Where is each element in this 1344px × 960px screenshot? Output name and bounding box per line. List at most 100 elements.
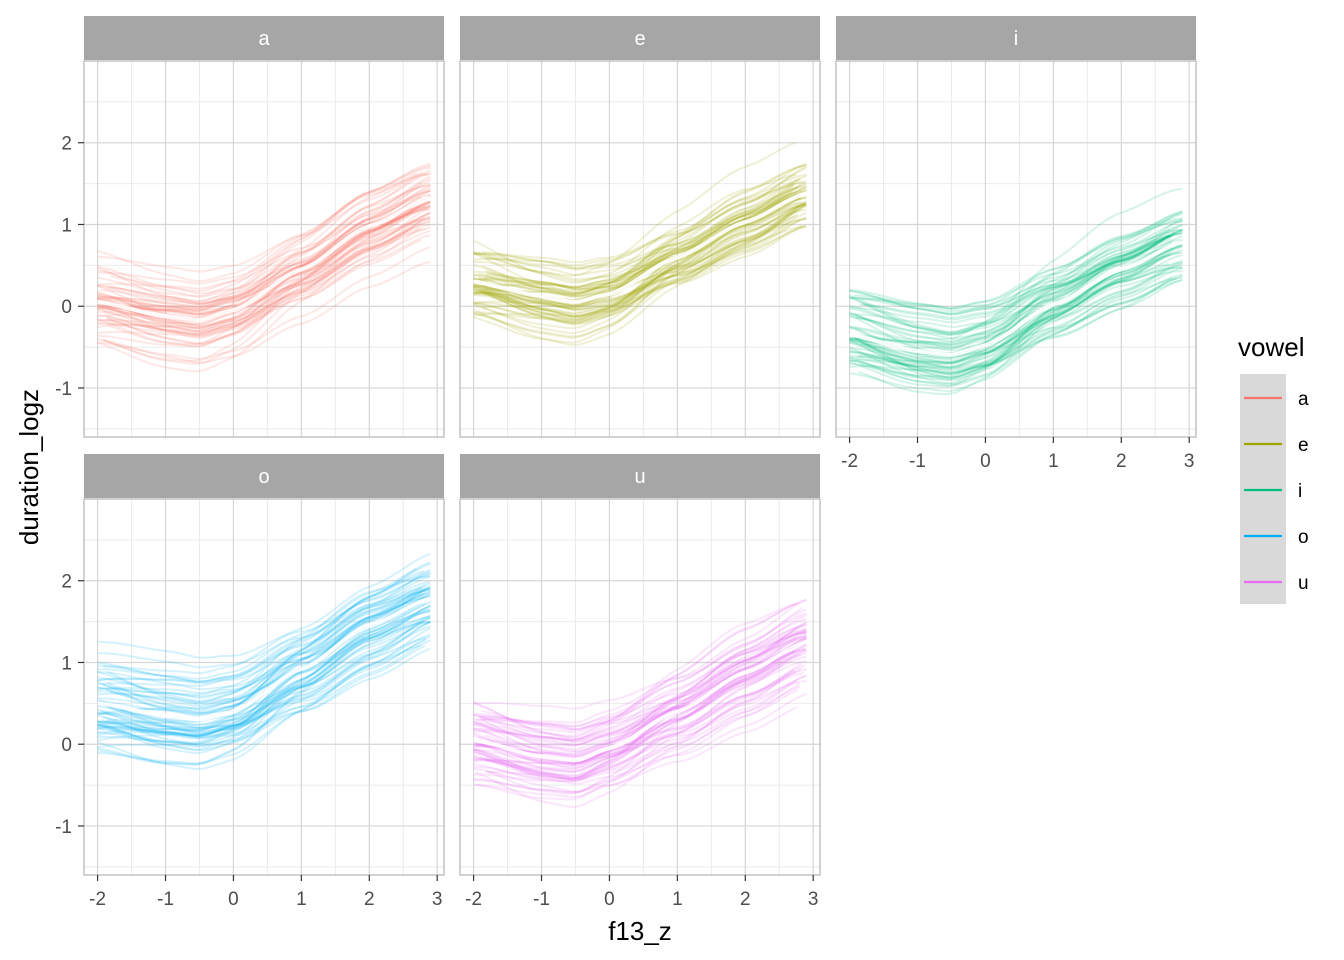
series-line	[858, 229, 1183, 347]
series-line	[97, 561, 431, 680]
series-line	[473, 641, 804, 756]
series-line	[97, 575, 430, 669]
legend-label: o	[1298, 527, 1309, 548]
legend-item-i: i	[1244, 481, 1302, 502]
series-line	[473, 620, 807, 728]
series-line	[482, 628, 807, 761]
series-line	[97, 219, 431, 327]
series-line	[849, 240, 1183, 366]
legend-item-o: o	[1244, 527, 1309, 548]
series-line	[861, 242, 1182, 358]
series-line	[473, 202, 807, 311]
facet-panel-u: u -2 -1 0 1 2 3	[459, 454, 821, 910]
series-lines	[97, 162, 431, 373]
series-line	[473, 165, 807, 267]
series-line	[479, 202, 806, 298]
series-line	[849, 251, 1183, 375]
series-line	[478, 178, 800, 307]
series-line	[473, 608, 807, 728]
series-line	[473, 692, 807, 785]
series-line	[473, 607, 803, 710]
series-line	[97, 216, 431, 337]
series-line	[97, 164, 431, 308]
series-line	[849, 262, 1170, 376]
x-tick-label: 1	[296, 889, 307, 910]
series-line	[97, 605, 431, 704]
series-line	[97, 569, 425, 723]
series-line	[853, 267, 1183, 380]
facet-strip-e	[460, 16, 820, 60]
series-line	[473, 203, 806, 339]
series-line	[473, 214, 798, 338]
series-line	[849, 218, 1183, 344]
series-line	[110, 200, 431, 295]
legend-entries: a e i o u	[1244, 389, 1309, 594]
series-line	[473, 218, 807, 326]
x-tick-label: 0	[980, 451, 991, 472]
series-line	[849, 253, 1171, 363]
facet-panel-a: a -1 0 1 2	[55, 16, 445, 438]
series-line	[473, 225, 807, 318]
x-tick-label: 2	[1116, 451, 1127, 472]
series-line	[849, 220, 1183, 336]
series-line	[849, 232, 1183, 343]
series-line	[473, 649, 807, 744]
series-line	[473, 181, 807, 294]
series-line	[849, 227, 1179, 345]
facet-strip-u	[460, 454, 820, 498]
y-tick-label: 1	[61, 215, 72, 236]
series-line	[473, 208, 807, 318]
series-line	[473, 185, 795, 289]
series-line	[473, 141, 796, 277]
facet-strip-label: a	[258, 28, 270, 50]
series-line	[473, 631, 807, 759]
series-line	[485, 162, 807, 271]
series-line	[849, 232, 1183, 388]
series-line	[473, 664, 805, 767]
series-line	[97, 169, 431, 312]
series-line	[97, 639, 431, 738]
series-line	[473, 651, 807, 801]
series-line	[473, 644, 807, 772]
series-line	[473, 649, 795, 746]
series-line	[102, 211, 431, 315]
panel-border	[835, 60, 1197, 438]
x-tick-label: 2	[740, 889, 751, 910]
legend: vowel a e i o u	[1238, 332, 1309, 604]
series-line	[473, 203, 807, 318]
series-line	[473, 216, 807, 291]
legend-label: a	[1298, 389, 1309, 410]
x-tick-label: 3	[1184, 451, 1195, 472]
series-line	[97, 620, 431, 746]
series-line	[473, 173, 797, 284]
series-line	[484, 670, 796, 780]
series-line	[97, 638, 427, 729]
series-line	[849, 209, 1183, 310]
series-line	[473, 196, 802, 324]
y-tick-label: 0	[61, 735, 72, 756]
series-line	[473, 189, 803, 283]
series-line	[473, 706, 798, 794]
series-line	[849, 242, 1183, 371]
legend-label: i	[1298, 481, 1302, 502]
mean-curve	[849, 240, 1183, 358]
series-line	[473, 602, 797, 739]
series-line	[97, 602, 427, 730]
x-tick-label: -2	[89, 889, 106, 910]
series-line	[478, 643, 807, 731]
series-line	[849, 237, 1172, 385]
series-line	[106, 223, 431, 345]
x-tick-label: -2	[841, 451, 858, 472]
mean-curve	[473, 640, 808, 763]
series-line	[850, 210, 1183, 310]
series-line	[107, 228, 426, 346]
series-line	[97, 627, 431, 749]
series-line	[486, 195, 807, 289]
series-line	[473, 663, 802, 758]
series-line	[849, 241, 1182, 336]
y-tick-label: -1	[55, 817, 72, 838]
series-line	[97, 216, 431, 335]
series-line	[97, 206, 431, 329]
y-tick-label: 2	[61, 134, 72, 155]
series-line	[97, 193, 431, 333]
